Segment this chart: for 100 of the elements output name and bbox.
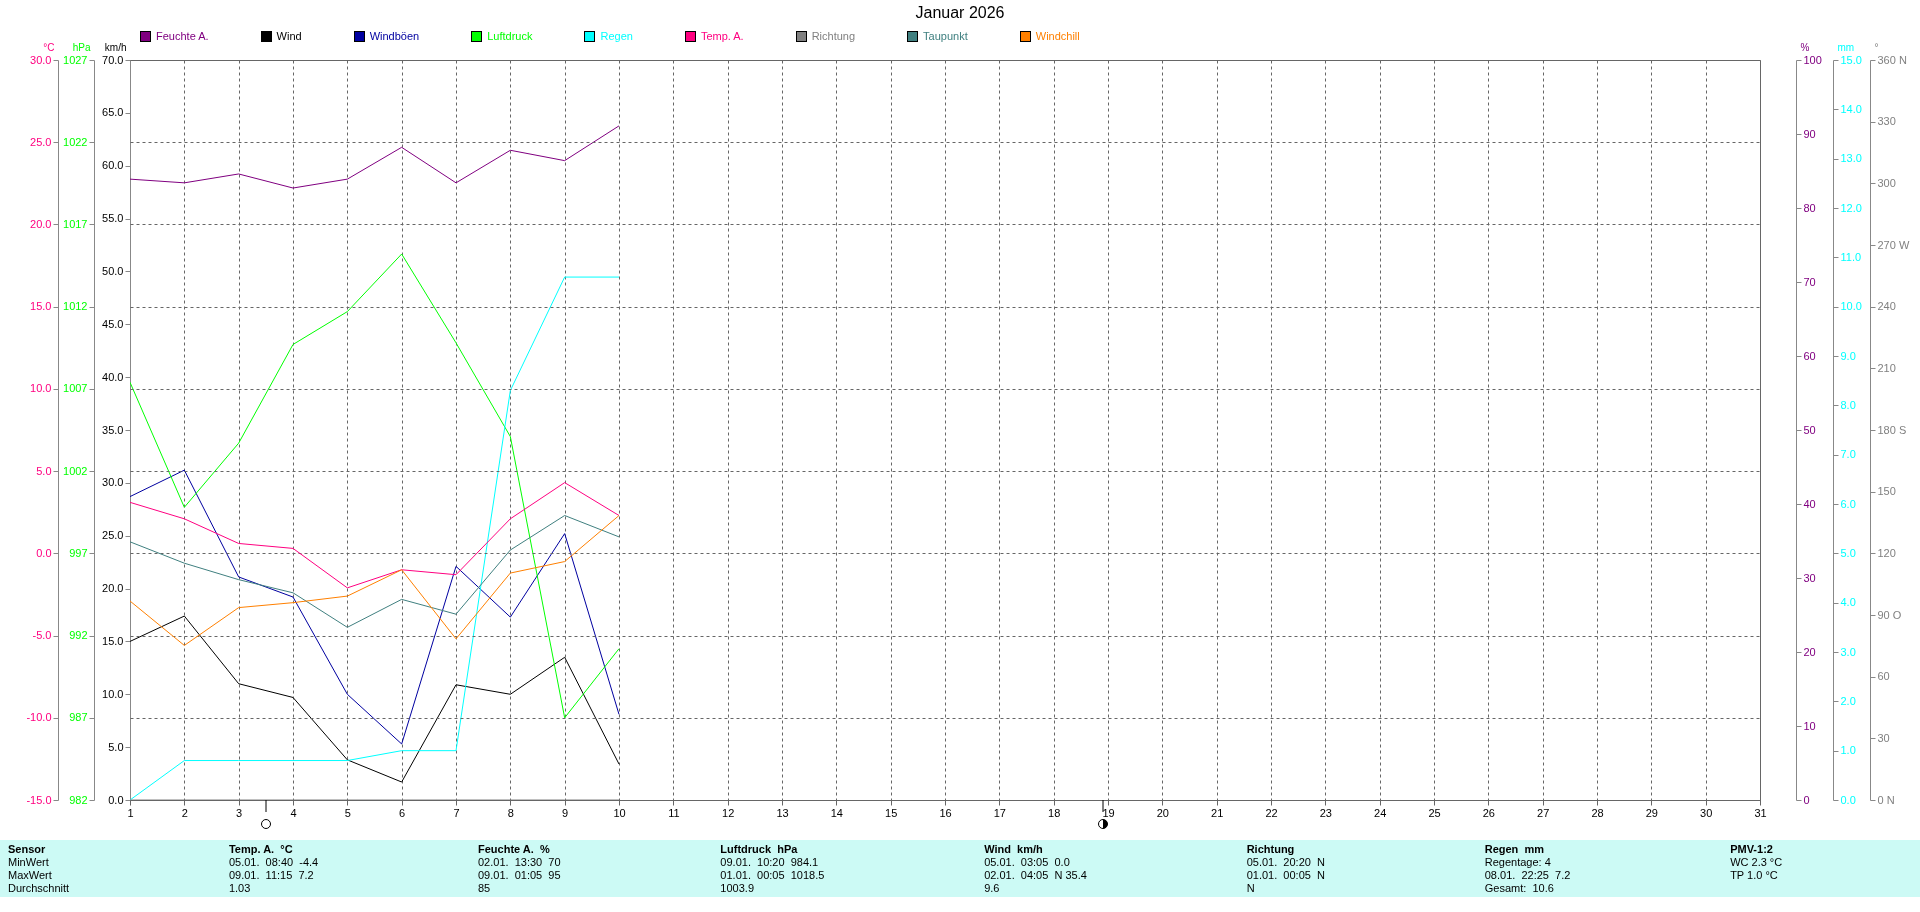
y-tick-label: 30.0	[30, 53, 52, 66]
y-tick-label: 0.0	[108, 793, 124, 806]
text: Sensor	[8, 843, 47, 855]
text: WC 2.3 °C	[1730, 856, 1784, 868]
y-tick-label: 55.0	[102, 212, 124, 225]
y2-tick-label: 90 O	[1877, 608, 1902, 621]
y2-tick-label: 2.0	[1840, 694, 1856, 707]
y2-tick-label: 8.0	[1840, 398, 1856, 411]
x-tick-label: 30	[1700, 806, 1713, 819]
text: Gesamt: 10.6	[1484, 882, 1555, 894]
text: 9.6	[984, 882, 1001, 894]
x-tick-label: 7	[453, 806, 460, 819]
y2-tick-label: 6.0	[1840, 497, 1856, 510]
y2-tick-label: 70	[1803, 275, 1816, 288]
x-tick-label: 10	[613, 806, 626, 819]
y2-tick-label: 330	[1877, 115, 1896, 128]
y-tick-label: 30.0	[102, 476, 124, 489]
legend-label: Temp. A.	[700, 30, 744, 42]
y-tick-label: -15.0	[26, 793, 52, 806]
y-axis-title: °C	[43, 41, 55, 53]
y-tick-label: -5.0	[32, 629, 52, 642]
y-tick-label: 982	[69, 793, 88, 806]
y-tick-label: 65.0	[102, 106, 124, 119]
x-tick-label: 5	[344, 806, 351, 819]
legend-label: Feuchte A.	[156, 30, 209, 42]
y2-tick-label: 12.0	[1840, 201, 1862, 214]
y2-tick-label: 60	[1803, 349, 1816, 362]
y2-tick-label: 11.0	[1840, 250, 1862, 263]
y-tick-label: 987	[69, 711, 88, 724]
y2-axis-title: %	[1800, 41, 1810, 53]
x-tick-label: 9	[562, 806, 569, 819]
text: Temp. A. °C	[228, 843, 294, 855]
text: 1.03	[228, 882, 252, 894]
text: Regentage: 4	[1484, 856, 1552, 868]
legend-label: Richtung	[811, 30, 856, 42]
text: 85	[478, 882, 492, 894]
y-tick-label: -10.0	[26, 711, 52, 724]
text: N	[1246, 882, 1256, 894]
x-tick-label: 21	[1211, 806, 1224, 819]
y2-tick-label: 13.0	[1840, 152, 1862, 165]
y-tick-label: 0.0	[36, 546, 52, 559]
x-tick-label: 22	[1265, 806, 1278, 819]
y-tick-label: 25.0	[30, 135, 52, 148]
x-tick-label: 24	[1374, 806, 1387, 819]
text: 05.01. 08:40 -4.4	[228, 856, 320, 868]
x-tick-label: 1	[127, 806, 134, 819]
y2-tick-label: 10.0	[1840, 300, 1862, 313]
y-tick-label: 1022	[63, 135, 88, 148]
y2-tick-label: 3.0	[1840, 645, 1856, 658]
y2-tick-label: 120	[1877, 546, 1896, 559]
y-tick-label: 10.0	[30, 382, 52, 395]
y2-tick-label: 360 N	[1877, 53, 1907, 66]
x-tick-label: 4	[290, 806, 297, 819]
y-tick-label: 15.0	[102, 634, 124, 647]
y-tick-label: 60.0	[102, 159, 124, 172]
x-tick-label: 26	[1482, 806, 1495, 819]
x-tick-label: 25	[1428, 806, 1441, 819]
x-tick-label: 15	[885, 806, 898, 819]
y2-tick-label: 0	[1803, 793, 1810, 806]
y-tick-label: 1017	[63, 217, 88, 230]
text: Durchschnitt	[8, 882, 71, 894]
y2-tick-label: 90	[1803, 127, 1816, 140]
text: 05.01. 20:20 N	[1246, 856, 1326, 868]
y-axis-title: hPa	[72, 41, 91, 53]
y2-tick-label: 40	[1803, 497, 1816, 510]
text: Luftdruck	[487, 30, 533, 42]
x-tick-label: 23	[1319, 806, 1332, 819]
y2-tick-label: 4.0	[1840, 596, 1856, 609]
text: Regen mm	[1484, 843, 1545, 855]
text: 1003.9	[720, 882, 755, 894]
x-tick-label: 6	[399, 806, 406, 819]
y-tick-label: 50.0	[102, 264, 124, 277]
x-tick-label: 3	[236, 806, 243, 819]
text: MaxWert	[8, 869, 53, 881]
y-tick-label: 25.0	[102, 529, 124, 542]
y2-tick-label: 150	[1877, 485, 1896, 498]
y2-tick-label: 0.0	[1840, 793, 1856, 806]
y-tick-label: 997	[69, 546, 88, 559]
x-tick-label: 31	[1754, 806, 1767, 819]
text: 02.01. 04:05 N 35.4	[984, 869, 1088, 881]
y-tick-label: 1007	[63, 382, 88, 395]
y2-tick-label: 270 W	[1877, 238, 1910, 251]
text: Wind km/h	[984, 843, 1044, 855]
x-tick-label: 29	[1645, 806, 1658, 819]
x-tick-label: 2	[181, 806, 188, 819]
text: 09.01. 01:05 95	[478, 869, 562, 881]
y-tick-label: 1002	[63, 464, 88, 477]
y-tick-label: 20.0	[102, 582, 124, 595]
text: TP 1.0 °C	[1730, 869, 1779, 881]
x-tick-label: 18	[1048, 806, 1061, 819]
y2-tick-label: 15.0	[1840, 53, 1862, 66]
y-tick-label: 10.0	[102, 687, 124, 700]
y2-tick-label: 14.0	[1840, 102, 1862, 115]
y2-tick-label: 1.0	[1840, 744, 1856, 757]
text: 09.01. 10:20 984.1	[720, 856, 820, 868]
y2-tick-label: 10	[1803, 719, 1816, 732]
y2-tick-label: 240	[1877, 300, 1896, 313]
y-tick-label: 5.0	[36, 464, 52, 477]
y-axis-title: km/h	[104, 41, 127, 53]
y2-tick-label: 60	[1877, 670, 1890, 683]
